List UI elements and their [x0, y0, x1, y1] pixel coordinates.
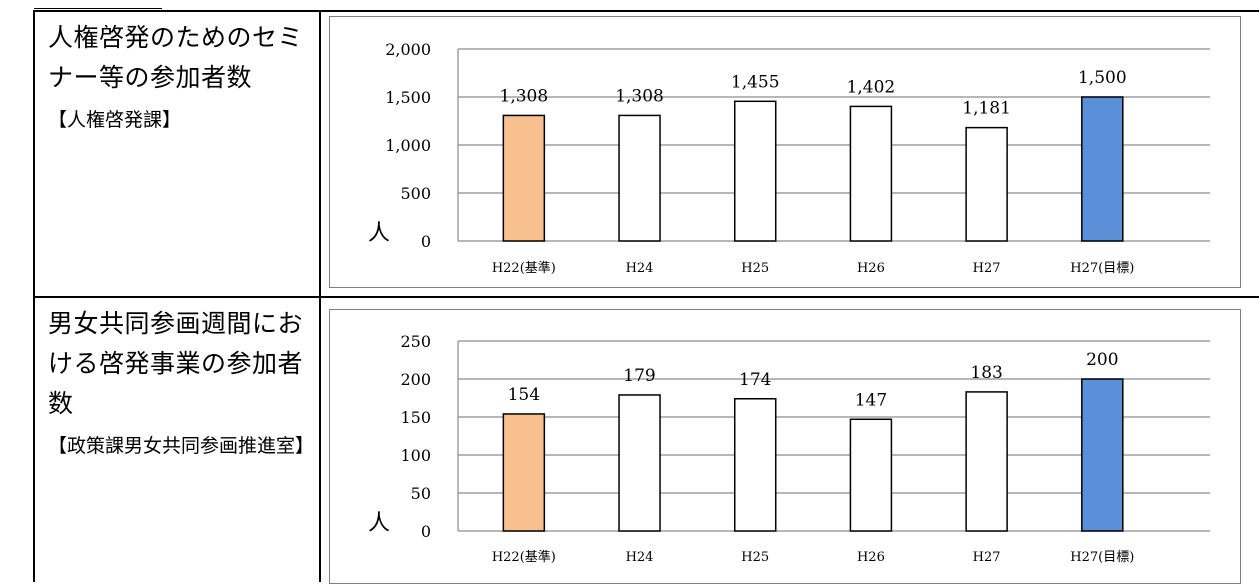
chart2-ytick-label: 50: [411, 484, 431, 503]
gender-equality-week-chart: 0 50 100 150 200 250 人 154 H22(基準) 179 H24 174 H25 14…: [329, 309, 1241, 584]
table-column-divider: [319, 10, 321, 582]
chart1-ytick-label: 2,000: [385, 40, 431, 59]
chart1-data-label: 1,455: [731, 72, 780, 92]
chart2-bar: [502, 413, 546, 532]
chart1-category-label: H24: [626, 261, 654, 276]
table-row-divider: [33, 296, 1259, 298]
chart2-bar: [618, 394, 661, 532]
chart2-bar: [1081, 378, 1124, 532]
chart1-data-label: 1,500: [1078, 68, 1127, 88]
chart1-ytick-label: 1,000: [385, 136, 431, 155]
chart2-category-label: H25: [741, 550, 769, 565]
chart2-data-label: 147: [855, 390, 887, 410]
chart1-category-label: H22(基準): [492, 260, 556, 276]
chart1-data-label: 1,308: [500, 86, 549, 106]
chart2-category-label: H27(目標): [1070, 550, 1134, 565]
chart1-bar: [733, 100, 777, 242]
chart1-data-label: 1,181: [962, 99, 1011, 119]
top-underline: [34, 8, 162, 9]
chart2-ytick-label: 200: [400, 370, 431, 389]
chart1-ytick-label: 1,500: [385, 88, 431, 107]
chart2-data-label: 179: [623, 366, 655, 386]
gender-equality-week-chart-svg: 0 50 100 150 200 250 人 154 H22(基準) 179 H24 174 H25 14…: [368, 332, 1210, 565]
chart2-ytick-label: 150: [400, 408, 431, 427]
chart1-bar: [502, 114, 546, 242]
table-border-top: [33, 10, 1259, 12]
chart1-data-label: 1,402: [847, 77, 896, 97]
row2-label-cell: 男女共同参画週間における啓発事業の参加者数 【政策課男女共同参画推進室】: [48, 304, 318, 466]
chart1-ytick-label: 0: [421, 232, 431, 251]
chart2-data-label: 183: [970, 363, 1002, 383]
row2-title: 男女共同参画週間における啓発事業の参加者数: [48, 309, 304, 418]
chart2-category-label: H26: [857, 550, 885, 565]
row2-department: 【政策課男女共同参画推進室】: [48, 435, 315, 457]
chart2-ytick-label: 250: [400, 332, 431, 351]
seminar-participants-chart: 0 500 1,000 1,500 2,000 人 1,308 H22(基準) 1,308 H24…: [329, 16, 1241, 288]
chart1-bar: [1081, 96, 1124, 242]
chart1-category-label: H27: [973, 261, 1001, 276]
seminar-participants-chart-svg: 0 500 1,000 1,500 2,000 人 1,308 H22(基準) 1,308 H24…: [368, 40, 1210, 276]
chart2-ytick-label: 0: [421, 522, 431, 541]
chart2-category-label: H27: [973, 550, 1001, 565]
chart1-bar: [618, 114, 661, 242]
table-border-left: [33, 10, 35, 582]
chart2-bar: [849, 418, 893, 532]
chart2-data-label: 200: [1086, 350, 1118, 370]
chart2-category-label: H22(基準): [492, 549, 556, 565]
chart2-bar: [733, 398, 777, 532]
chart1-category-label: H26: [857, 261, 885, 276]
chart1-category-label: H27(目標): [1070, 261, 1134, 276]
chart2-ytick-label: 100: [400, 446, 431, 465]
chart1-bar: [849, 105, 893, 242]
chart1-bar: [965, 126, 1008, 242]
chart1-category-label: H25: [741, 261, 769, 276]
row1-title: 人権啓発のためのセミナー等の参加者数: [48, 23, 304, 92]
chart2-unit-label: 人: [368, 511, 390, 536]
chart2-data-label: 174: [739, 370, 771, 390]
chart2-category-label: H24: [626, 550, 654, 565]
chart2-bar: [965, 391, 1008, 532]
chart2-data-label: 154: [508, 385, 540, 405]
row1-department: 【人権啓発課】: [48, 109, 182, 131]
row1-label-cell: 人権啓発のためのセミナー等の参加者数 【人権啓発課】: [48, 18, 318, 140]
chart1-ytick-label: 500: [400, 184, 431, 203]
chart1-data-label: 1,308: [615, 86, 664, 106]
chart1-unit-label: 人: [368, 221, 390, 246]
